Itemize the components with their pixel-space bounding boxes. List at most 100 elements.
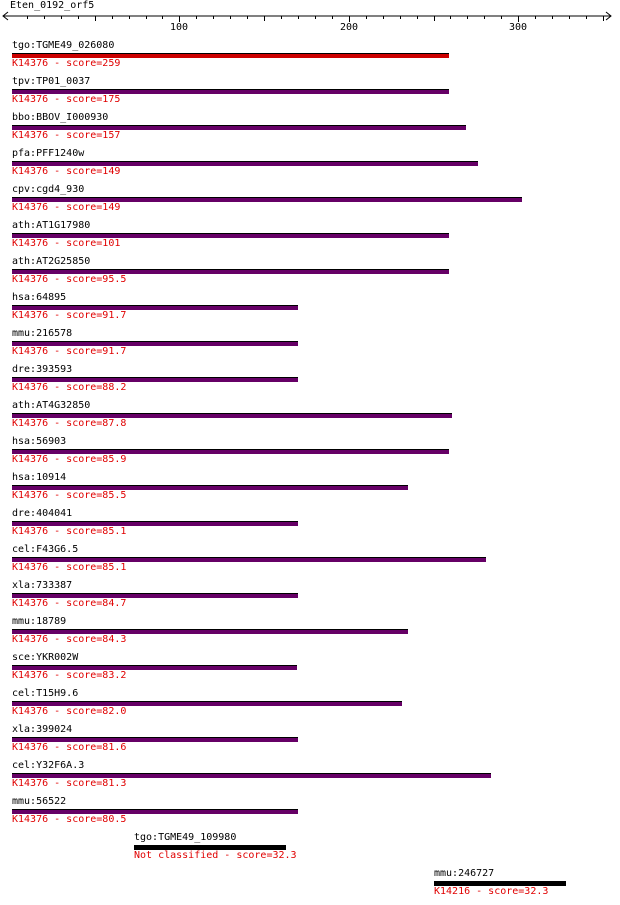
hit-gene-link[interactable]: pfa:PFF1240w	[12, 148, 85, 159]
hit-gene-link[interactable]: cel:T15H9.6	[12, 688, 79, 699]
hit-score-link[interactable]: K14376 - score=81.3	[12, 778, 127, 789]
hit-alignment-bar[interactable]	[12, 809, 298, 814]
hit-row: cel:T15H9.6 K14376 - score=82.0	[12, 688, 442, 720]
hit-gene-link[interactable]: xla:399024	[12, 724, 73, 735]
hit-score-link[interactable]: K14376 - score=85.1	[12, 562, 127, 573]
hit-gene-link[interactable]: dre:404041	[12, 508, 73, 519]
hit-alignment-bar[interactable]	[12, 161, 478, 166]
hit-row: dre:393593 K14376 - score=88.2	[12, 364, 338, 396]
hit-score-link[interactable]: K14376 - score=87.8	[12, 418, 127, 429]
hit-row: hsa:10914 K14376 - score=85.5	[12, 472, 448, 504]
hit-score-link[interactable]: K14376 - score=175	[12, 94, 121, 105]
hit-score-link[interactable]: K14376 - score=91.7	[12, 346, 127, 357]
hit-alignment-bar[interactable]	[12, 593, 298, 598]
hit-row: mmu:216578 K14376 - score=91.7	[12, 328, 338, 360]
hit-score-link[interactable]: K14376 - score=157	[12, 130, 121, 141]
hit-alignment-bar[interactable]	[12, 341, 298, 346]
hit-gene-link[interactable]: hsa:10914	[12, 472, 67, 483]
hit-row: mmu:246727 K14216 - score=32.3	[434, 868, 606, 900]
hit-row: tgo:TGME49_026080 K14376 - score=259	[12, 40, 489, 72]
hit-gene-link[interactable]: hsa:64895	[12, 292, 67, 303]
hit-score-link[interactable]: K14376 - score=149	[12, 166, 121, 177]
hit-score-link[interactable]: K14376 - score=84.7	[12, 598, 127, 609]
hit-row: mmu:18789 K14376 - score=84.3	[12, 616, 448, 648]
hit-score-link[interactable]: K14376 - score=85.9	[12, 454, 127, 465]
hit-row: bbo:BBOV_I000930 K14376 - score=157	[12, 112, 506, 144]
hit-gene-link[interactable]: ath:AT4G32850	[12, 400, 91, 411]
hit-score-link[interactable]: K14376 - score=85.5	[12, 490, 127, 501]
hit-row: xla:399024 K14376 - score=81.6	[12, 724, 338, 756]
hit-row: hsa:56903 K14376 - score=85.9	[12, 436, 489, 468]
hit-row: ath:AT2G25850 K14376 - score=95.5	[12, 256, 489, 288]
hit-row: cpv:cgd4_930 K14376 - score=149	[12, 184, 562, 216]
hit-alignment-bar[interactable]	[12, 269, 449, 274]
hit-score-link[interactable]: K14216 - score=32.3	[434, 886, 549, 897]
ruler-tick-label: 300	[509, 22, 527, 33]
hit-row: dre:404041 K14376 - score=85.1	[12, 508, 338, 540]
hit-alignment-bar[interactable]	[134, 845, 286, 850]
hit-row: xla:733387 K14376 - score=84.7	[12, 580, 338, 612]
hit-alignment-bar[interactable]	[12, 89, 449, 94]
hit-gene-link[interactable]: tgo:TGME49_109980	[134, 832, 237, 843]
hit-row: tpv:TP01_0037 K14376 - score=175	[12, 76, 489, 108]
hit-alignment-bar[interactable]	[12, 125, 466, 130]
hit-row: ath:AT4G32850 K14376 - score=87.8	[12, 400, 492, 432]
hit-row: cel:Y32F6A.3 K14376 - score=81.3	[12, 760, 531, 792]
hit-alignment-bar[interactable]	[12, 521, 298, 526]
hit-row: pfa:PFF1240w K14376 - score=149	[12, 148, 518, 180]
hit-row: hsa:64895 K14376 - score=91.7	[12, 292, 338, 324]
hit-score-link[interactable]: K14376 - score=91.7	[12, 310, 127, 321]
hit-score-link[interactable]: K14376 - score=85.1	[12, 526, 127, 537]
hit-gene-link[interactable]: tpv:TP01_0037	[12, 76, 91, 87]
hit-row: mmu:56522 K14376 - score=80.5	[12, 796, 338, 828]
hit-alignment-bar[interactable]	[12, 557, 486, 562]
ruler-tick-label: 100	[170, 22, 188, 33]
hit-gene-link[interactable]: bbo:BBOV_I000930	[12, 112, 109, 123]
hit-alignment-bar[interactable]	[434, 881, 566, 886]
hit-score-link[interactable]: K14376 - score=259	[12, 58, 121, 69]
hit-gene-link[interactable]: mmu:18789	[12, 616, 67, 627]
hit-gene-link[interactable]: ath:AT1G17980	[12, 220, 91, 231]
hit-score-link[interactable]: K14376 - score=149	[12, 202, 121, 213]
hit-score-link[interactable]: K14376 - score=82.0	[12, 706, 127, 717]
hit-gene-link[interactable]: cel:Y32F6A.3	[12, 760, 85, 771]
sequence-ruler: 100 200 300	[2, 11, 612, 33]
hit-score-link[interactable]: K14376 - score=101	[12, 238, 121, 249]
hit-alignment-bar[interactable]	[12, 377, 298, 382]
hit-score-link[interactable]: K14376 - score=81.6	[12, 742, 127, 753]
hit-row: tgo:TGME49_109980 Not classified - score=…	[134, 832, 326, 864]
hit-alignment-bar[interactable]	[12, 233, 449, 238]
hit-gene-link[interactable]: cel:F43G6.5	[12, 544, 79, 555]
hit-gene-link[interactable]: sce:YKR002W	[12, 652, 79, 663]
hit-score-link[interactable]: K14376 - score=80.5	[12, 814, 127, 825]
hit-gene-link[interactable]: hsa:56903	[12, 436, 67, 447]
hit-score-link[interactable]: K14376 - score=83.2	[12, 670, 127, 681]
hit-alignment-bar[interactable]	[12, 665, 297, 670]
hit-alignment-bar[interactable]	[12, 413, 452, 418]
hit-row: sce:YKR002W K14376 - score=83.2	[12, 652, 337, 684]
hit-score-link[interactable]: K14376 - score=95.5	[12, 274, 127, 285]
hit-gene-link[interactable]: tgo:TGME49_026080	[12, 40, 115, 51]
hit-alignment-bar[interactable]	[12, 53, 449, 58]
hit-gene-link[interactable]: mmu:216578	[12, 328, 73, 339]
hit-alignment-bar[interactable]	[12, 629, 408, 634]
hit-alignment-bar[interactable]	[12, 449, 449, 454]
ruler-right-arrow	[605, 11, 612, 21]
hit-gene-link[interactable]: dre:393593	[12, 364, 73, 375]
hit-alignment-bar[interactable]	[12, 701, 402, 706]
hit-row: cel:F43G6.5 K14376 - score=85.1	[12, 544, 526, 576]
hit-gene-link[interactable]: ath:AT2G25850	[12, 256, 91, 267]
hit-alignment-bar[interactable]	[12, 485, 408, 490]
hit-gene-link[interactable]: xla:733387	[12, 580, 73, 591]
hit-gene-link[interactable]: mmu:56522	[12, 796, 67, 807]
hit-score-link[interactable]: Not classified - score=32.3	[134, 850, 297, 861]
hit-alignment-bar[interactable]	[12, 773, 491, 778]
hit-gene-link[interactable]: cpv:cgd4_930	[12, 184, 85, 195]
hit-alignment-bar[interactable]	[12, 737, 298, 742]
hit-score-link[interactable]: K14376 - score=84.3	[12, 634, 127, 645]
hit-alignment-bar[interactable]	[12, 305, 298, 310]
hit-score-link[interactable]: K14376 - score=88.2	[12, 382, 127, 393]
ruler-left-arrow	[2, 11, 9, 21]
hit-alignment-bar[interactable]	[12, 197, 522, 202]
hit-gene-link[interactable]: mmu:246727	[434, 868, 495, 879]
